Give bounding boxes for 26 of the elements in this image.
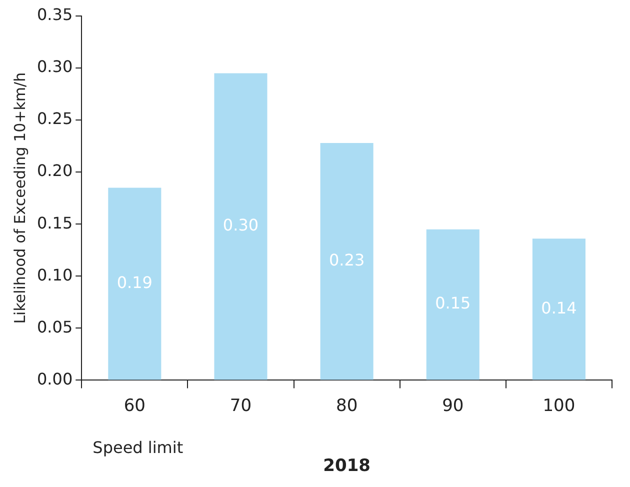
x-tick-label: 100 — [542, 396, 576, 416]
bar — [532, 238, 586, 380]
y-axis-title: Likelihood of Exceeding 10+km/h — [10, 72, 29, 324]
text: Speed limit — [92, 438, 184, 458]
data-label: 0.14 — [541, 298, 577, 318]
bar — [426, 229, 480, 380]
data-label: 0.19 — [116, 272, 152, 292]
x-axis-title: 2018 — [323, 456, 370, 476]
y-tick-label: 0.05 — [37, 317, 73, 336]
bar — [320, 142, 374, 380]
bar — [108, 188, 162, 380]
y-tick-label: 0.10 — [37, 265, 73, 284]
x-tick-label: 80 — [336, 396, 358, 416]
x-tick-label: 70 — [230, 396, 252, 416]
y-tick-label: 0.20 — [37, 161, 73, 180]
y-tick-label: 0.30 — [37, 57, 73, 76]
data-label: 0.30 — [222, 216, 259, 235]
y-tick-label: 0.25 — [37, 109, 73, 128]
x-tick-label: 90 — [442, 396, 464, 416]
y-tick-label: 0.15 — [37, 213, 73, 232]
y-tick-label: 0.35 — [37, 5, 73, 24]
data-label: 0.23 — [329, 250, 365, 270]
bar — [214, 73, 268, 380]
data-label: 0.15 — [435, 294, 471, 313]
y-tick-label: 0.00 — [37, 369, 73, 388]
x-tick-label: 60 — [124, 396, 146, 416]
